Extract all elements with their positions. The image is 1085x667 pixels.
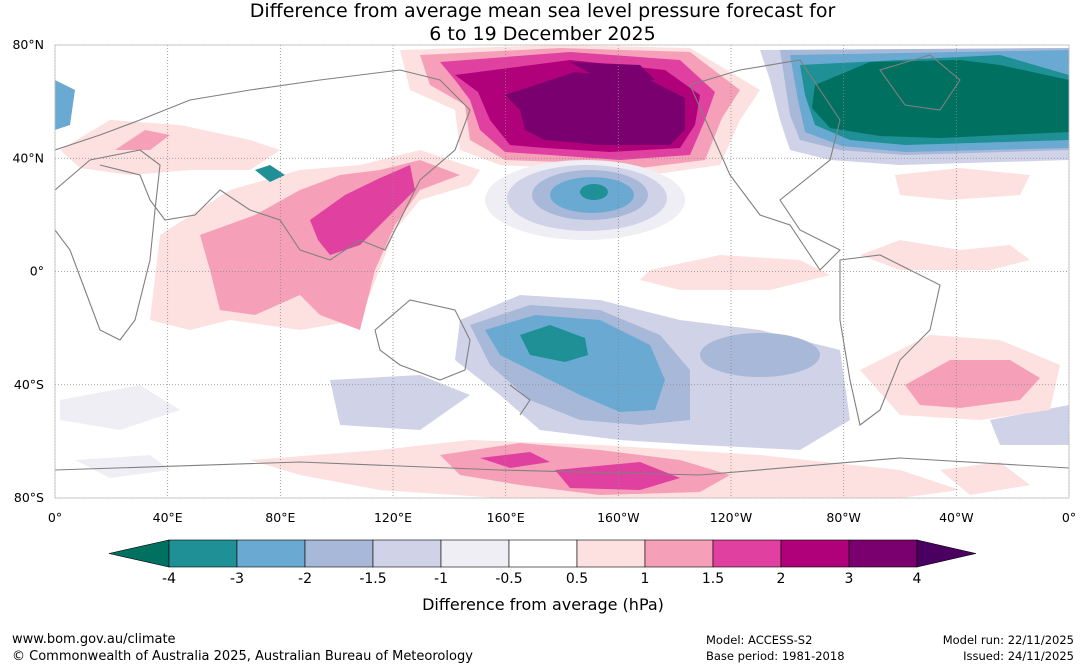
footer-left: www.bom.gov.au/climate © Commonwealth of… <box>12 631 473 665</box>
colorbar-tick-label: -4 <box>162 571 176 587</box>
colorbar-tick-label: -1.5 <box>359 571 386 587</box>
eurasia-coast <box>55 69 471 261</box>
colorbar-segment <box>440 539 510 568</box>
title-line-2: 6 to 19 December 2025 <box>429 23 656 45</box>
colorbar-segment <box>780 539 850 568</box>
colorbar-segment <box>168 539 238 568</box>
colorbar-tick-label: 0.5 <box>566 571 588 587</box>
colorbar-extend-low <box>108 539 170 568</box>
longitude-label: 40°E <box>153 510 183 525</box>
asia-high-anomaly <box>60 120 480 330</box>
longitude-label: 0° <box>48 510 62 525</box>
footer-model-info: Model: ACCESS-S2 Base period: 1981-2018 <box>706 632 845 664</box>
new-zealand-coast <box>509 384 531 416</box>
colorbar-tick-label: -2 <box>298 571 312 587</box>
colorbar-tick-label: -3 <box>230 571 244 587</box>
south-pacific-low-anomaly <box>60 295 1069 450</box>
colorbar: -4 -3 -2 -1.5 -1 -0.5 0.5 1 1.5 2 3 4 <box>108 539 977 587</box>
colorbar-tick-label: 3 <box>845 571 854 587</box>
colorbar-segment <box>712 539 782 568</box>
north-pacific-high-anomaly <box>400 45 760 175</box>
colorbar-tick-label: 1 <box>641 571 650 587</box>
colorbar-tick-label: 4 <box>913 571 922 587</box>
longitude-label: 120°W <box>710 510 752 525</box>
southern-ocean-high-anomaly <box>75 440 1030 498</box>
colorbar-segment <box>508 539 578 568</box>
africa-coast <box>55 149 161 341</box>
colorbar-segment <box>236 539 306 568</box>
north-america-coast <box>689 59 841 271</box>
colorbar-segment <box>372 539 442 568</box>
longitude-labels: 0° 40°E 80°E 120°E 160°E 160°W 120°W 80°W 40°W 0° <box>48 510 1076 525</box>
footer-model-run: Model run: 22/11/2025 <box>942 633 1074 647</box>
north-pacific-low-anomaly <box>485 160 685 240</box>
footer-issued: Issued: 24/11/2025 <box>963 649 1074 663</box>
colorbar-tick-label: -1 <box>434 571 448 587</box>
longitude-label: 120°E <box>374 510 412 525</box>
footer-base-period: Base period: 1981-2018 <box>706 649 845 663</box>
footer-website: www.bom.gov.au/climate <box>12 632 176 647</box>
latitude-label: 40°S <box>14 377 44 392</box>
map-frame <box>54 44 1070 499</box>
greenland-coast <box>879 54 961 111</box>
latitude-label: 80°S <box>14 490 44 505</box>
colorbar-segment <box>644 539 714 568</box>
footer-dates: Model run: 22/11/2025 Issued: 24/11/2025 <box>943 632 1074 664</box>
colorbar-tick-label: 1.5 <box>702 571 724 587</box>
latitude-label: 80°N <box>12 37 44 52</box>
south-atlantic-high-anomaly <box>860 335 1060 420</box>
longitude-label: 160°E <box>487 510 525 525</box>
latitude-label: 40°N <box>12 150 44 165</box>
colorbar-segment <box>848 539 918 568</box>
longitude-label: 40°W <box>939 510 974 525</box>
longitude-label: 80°E <box>265 510 295 525</box>
colorbar-title: Difference from average (hPa) <box>422 595 664 614</box>
title-line-1: Difference from average mean sea level p… <box>249 0 836 22</box>
footer-model: Model: ACCESS-S2 <box>706 633 813 647</box>
colorbar-segment <box>576 539 646 568</box>
latitude-labels: 80°N 40°N 0° 40°S 80°S <box>12 37 44 505</box>
latitude-label: 0° <box>30 264 44 279</box>
anomaly-field <box>55 45 1069 498</box>
colorbar-tick-label: -0.5 <box>495 571 522 587</box>
antarctica-coast <box>55 457 1069 476</box>
longitude-label: 0° <box>1062 510 1076 525</box>
australia-coast <box>374 299 471 381</box>
colorbar-segment <box>304 539 374 568</box>
tropical-high-anomaly <box>640 168 1030 290</box>
map-title: Difference from average mean sea level p… <box>0 0 1085 46</box>
longitude-label: 160°W <box>597 510 639 525</box>
footer-copyright: © Commonwealth of Australia 2025, Austra… <box>12 649 473 664</box>
colorbar-tick-label: 2 <box>777 571 786 587</box>
colorbar-extend-high <box>916 539 977 568</box>
longitude-label: 80°W <box>826 510 861 525</box>
coastlines <box>55 54 1069 476</box>
